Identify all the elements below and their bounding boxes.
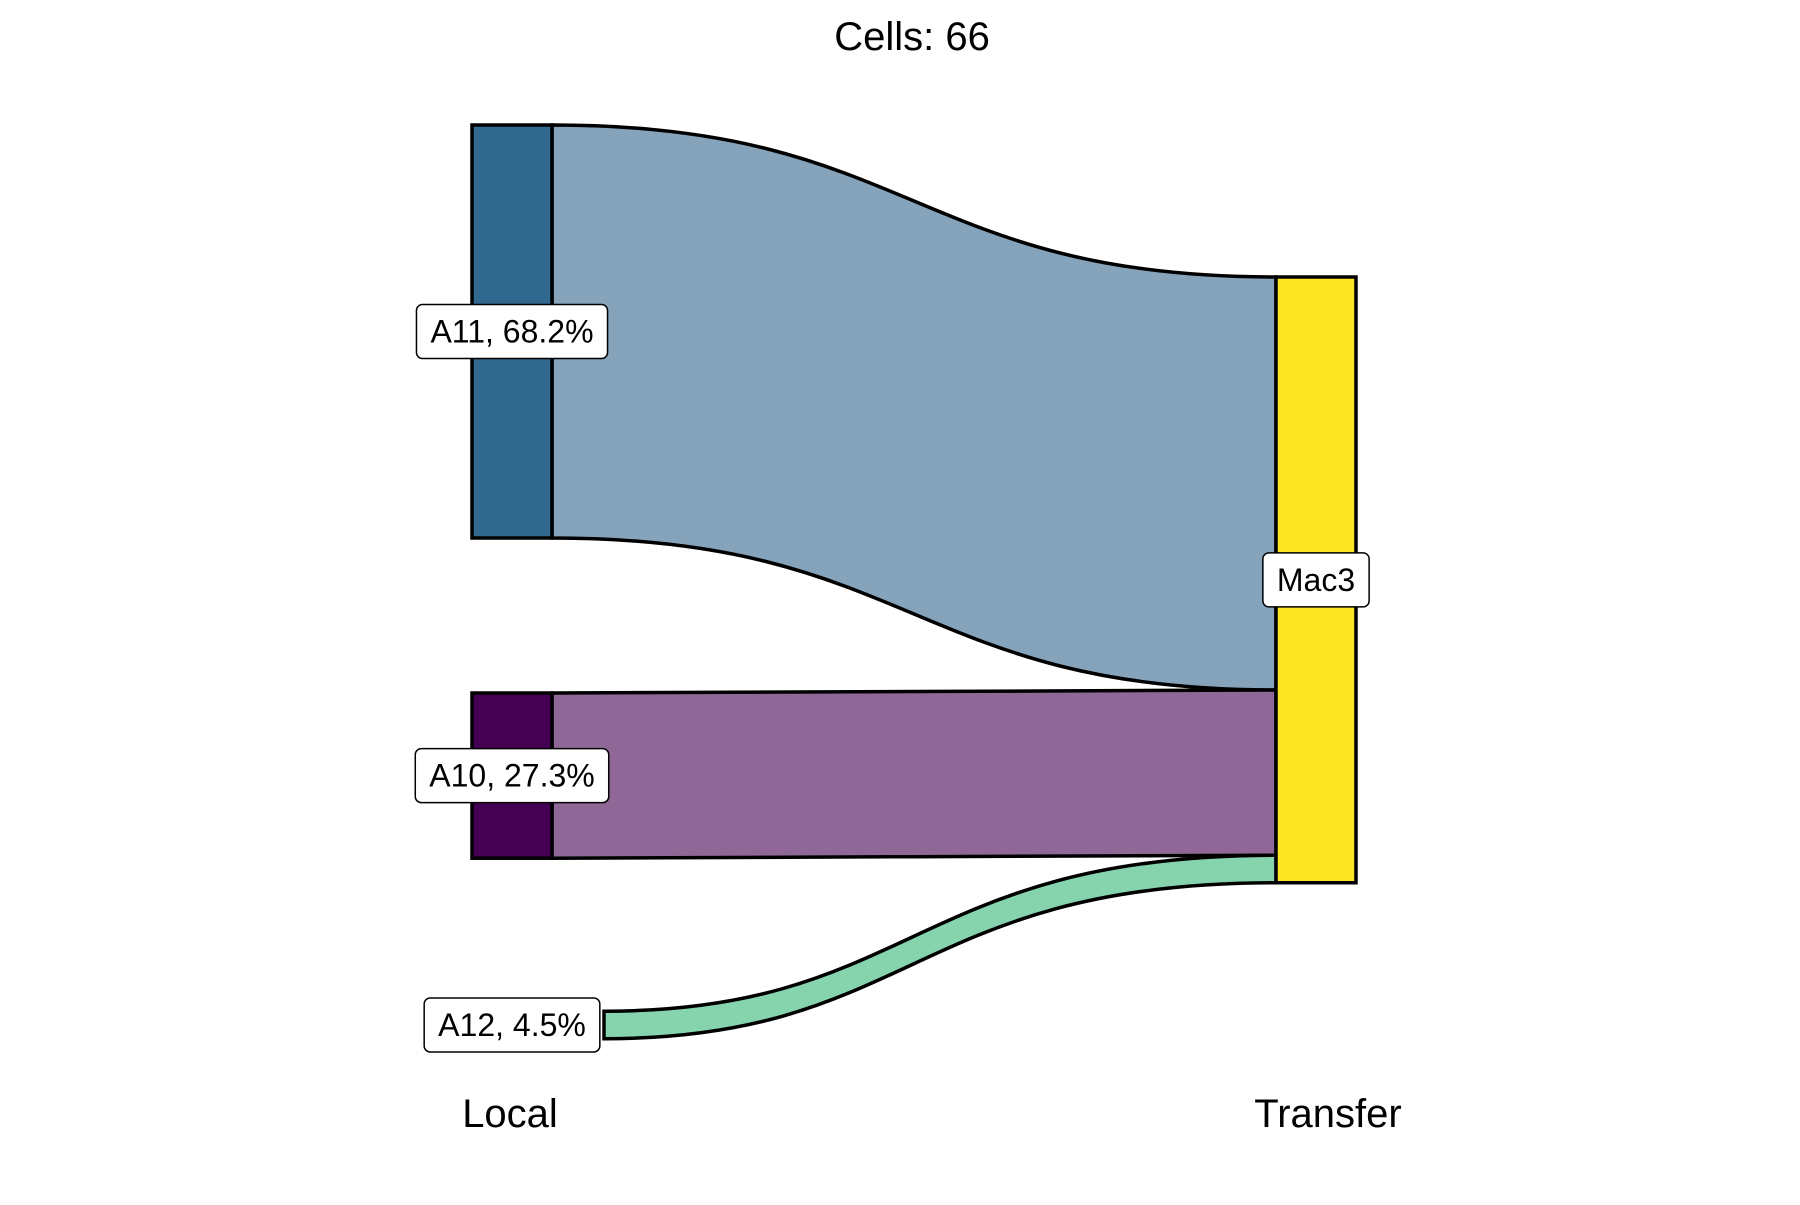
flow-a11-to-mac3	[550, 123, 1278, 692]
axis-labels: Local Transfer	[462, 1092, 1402, 1136]
axis-label-transfer: Transfer	[1254, 1092, 1401, 1136]
label-a12: A12, 4.5%	[423, 997, 601, 1053]
labels-layer: A11, 68.2% A10, 27.3% A12, 4.5% Mac3	[414, 303, 1370, 1053]
flow-a12-to-mac3	[602, 853, 1278, 1041]
label-a10: A10, 27.3%	[414, 747, 610, 804]
label-mac3: Mac3	[1262, 552, 1370, 608]
label-a10-text: A10, 27.3%	[429, 758, 594, 794]
flow-a10-to-mac3	[550, 688, 1278, 860]
chart-title: Cells: 66	[834, 15, 990, 59]
label-a12-text: A12, 4.5%	[438, 1007, 586, 1043]
label-mac3-text: Mac3	[1277, 562, 1355, 598]
label-a11-text: A11, 68.2%	[430, 314, 593, 350]
label-a11: A11, 68.2%	[415, 303, 609, 360]
axis-label-local: Local	[462, 1092, 558, 1136]
flows-layer	[550, 123, 1278, 1041]
